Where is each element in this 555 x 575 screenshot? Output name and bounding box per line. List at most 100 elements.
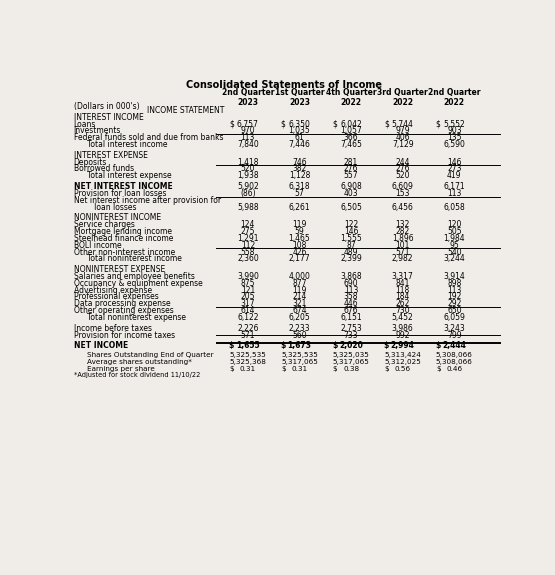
Text: $: $ <box>281 366 286 371</box>
Text: Shares Outstanding End of Quarter: Shares Outstanding End of Quarter <box>87 352 213 358</box>
Text: 276: 276 <box>396 164 410 174</box>
Text: 113: 113 <box>241 133 255 142</box>
Text: 6,171: 6,171 <box>443 182 465 191</box>
Text: 0.56: 0.56 <box>395 366 411 371</box>
Text: 898: 898 <box>447 279 462 288</box>
Text: 1,465: 1,465 <box>289 234 310 243</box>
Text: Provision for loan losses: Provision for loan losses <box>74 189 166 198</box>
Text: 5,552: 5,552 <box>443 120 465 129</box>
Text: $: $ <box>384 366 389 371</box>
Text: 505: 505 <box>447 227 462 236</box>
Text: 101: 101 <box>396 241 410 250</box>
Text: 6,505: 6,505 <box>340 202 362 212</box>
Text: 674: 674 <box>292 306 307 315</box>
Text: 1,291: 1,291 <box>237 234 259 243</box>
Text: 6,456: 6,456 <box>392 202 413 212</box>
Text: $: $ <box>436 120 441 129</box>
Text: 119: 119 <box>292 220 307 229</box>
Text: $: $ <box>229 341 234 350</box>
Text: 2,994: 2,994 <box>391 341 415 350</box>
Text: 5,308,066: 5,308,066 <box>436 359 473 365</box>
Text: 4th Quarter
2022: 4th Quarter 2022 <box>326 87 376 107</box>
Text: 875: 875 <box>241 279 255 288</box>
Text: 1,896: 1,896 <box>392 234 413 243</box>
Text: $: $ <box>332 120 337 129</box>
Text: 6,757: 6,757 <box>237 120 259 129</box>
Text: 992: 992 <box>396 331 410 340</box>
Text: 7,129: 7,129 <box>392 140 413 149</box>
Text: 690: 690 <box>344 279 359 288</box>
Text: 4,000: 4,000 <box>289 272 310 281</box>
Text: 903: 903 <box>447 126 462 135</box>
Text: 244: 244 <box>396 158 410 167</box>
Text: 2nd Quarter
2023: 2nd Quarter 2023 <box>221 87 274 107</box>
Text: 419: 419 <box>447 171 462 181</box>
Text: 6,908: 6,908 <box>340 182 362 191</box>
Text: 558: 558 <box>241 247 255 256</box>
Text: 540: 540 <box>447 247 462 256</box>
Text: 276: 276 <box>344 164 359 174</box>
Text: 0.31: 0.31 <box>240 366 256 371</box>
Text: 5,325,535: 5,325,535 <box>229 352 266 358</box>
Text: 214: 214 <box>292 293 307 301</box>
Text: 1,555: 1,555 <box>340 234 362 243</box>
Text: 282: 282 <box>396 227 410 236</box>
Text: 192: 192 <box>447 293 462 301</box>
Text: 275: 275 <box>241 227 255 236</box>
Text: 676: 676 <box>344 306 359 315</box>
Text: 403: 403 <box>344 189 359 198</box>
Text: 799: 799 <box>447 331 462 340</box>
Text: 5,325,368: 5,325,368 <box>229 359 266 365</box>
Text: 1,128: 1,128 <box>289 171 310 181</box>
Text: 5,988: 5,988 <box>237 202 259 212</box>
Text: Earnings per share: Earnings per share <box>87 366 154 371</box>
Text: 2,020: 2,020 <box>339 341 363 350</box>
Text: 560: 560 <box>292 331 307 340</box>
Text: $: $ <box>229 366 234 371</box>
Text: BOLI income: BOLI income <box>74 241 122 250</box>
Text: 5,313,424: 5,313,424 <box>384 352 421 358</box>
Text: 2,360: 2,360 <box>237 254 259 263</box>
Text: 5,312,025: 5,312,025 <box>384 359 421 365</box>
Text: 970: 970 <box>240 126 255 135</box>
Text: 87: 87 <box>346 241 356 250</box>
Text: 5,902: 5,902 <box>237 182 259 191</box>
Text: Service charges: Service charges <box>74 220 134 229</box>
Text: INCOME STATEMENT: INCOME STATEMENT <box>147 106 224 115</box>
Text: 113: 113 <box>447 189 462 198</box>
Text: $: $ <box>384 120 389 129</box>
Text: 5,308,066: 5,308,066 <box>436 352 473 358</box>
Text: 3,243: 3,243 <box>443 324 465 333</box>
Text: Loans: Loans <box>74 120 96 129</box>
Text: 7,446: 7,446 <box>289 140 310 149</box>
Text: Total noninterest expense: Total noninterest expense <box>87 313 185 322</box>
Text: 205: 205 <box>241 293 255 301</box>
Text: 426: 426 <box>292 247 307 256</box>
Text: 614: 614 <box>241 306 255 315</box>
Text: 1,035: 1,035 <box>289 126 310 135</box>
Text: 5,317,065: 5,317,065 <box>281 359 318 365</box>
Text: NET INCOME: NET INCOME <box>74 341 128 350</box>
Text: 292: 292 <box>447 300 462 308</box>
Text: 6,261: 6,261 <box>289 202 310 212</box>
Text: 119: 119 <box>292 286 307 294</box>
Text: Total interest expense: Total interest expense <box>87 171 171 181</box>
Text: Provision for income taxes: Provision for income taxes <box>74 331 175 340</box>
Text: 6,590: 6,590 <box>443 140 465 149</box>
Text: 979: 979 <box>395 126 410 135</box>
Text: 446: 446 <box>344 300 359 308</box>
Text: 61: 61 <box>295 133 304 142</box>
Text: 262: 262 <box>396 300 410 308</box>
Text: 321: 321 <box>292 300 307 308</box>
Text: $: $ <box>436 366 441 371</box>
Text: 877: 877 <box>292 279 307 288</box>
Text: $: $ <box>280 341 286 350</box>
Text: (Dollars in 000's): (Dollars in 000's) <box>74 102 139 111</box>
Text: 6,609: 6,609 <box>392 182 413 191</box>
Text: 7,840: 7,840 <box>237 140 259 149</box>
Text: 1,984: 1,984 <box>443 234 465 243</box>
Text: 3,317: 3,317 <box>392 272 413 281</box>
Text: 1,938: 1,938 <box>237 171 259 181</box>
Text: 571: 571 <box>396 247 410 256</box>
Text: 281: 281 <box>344 158 358 167</box>
